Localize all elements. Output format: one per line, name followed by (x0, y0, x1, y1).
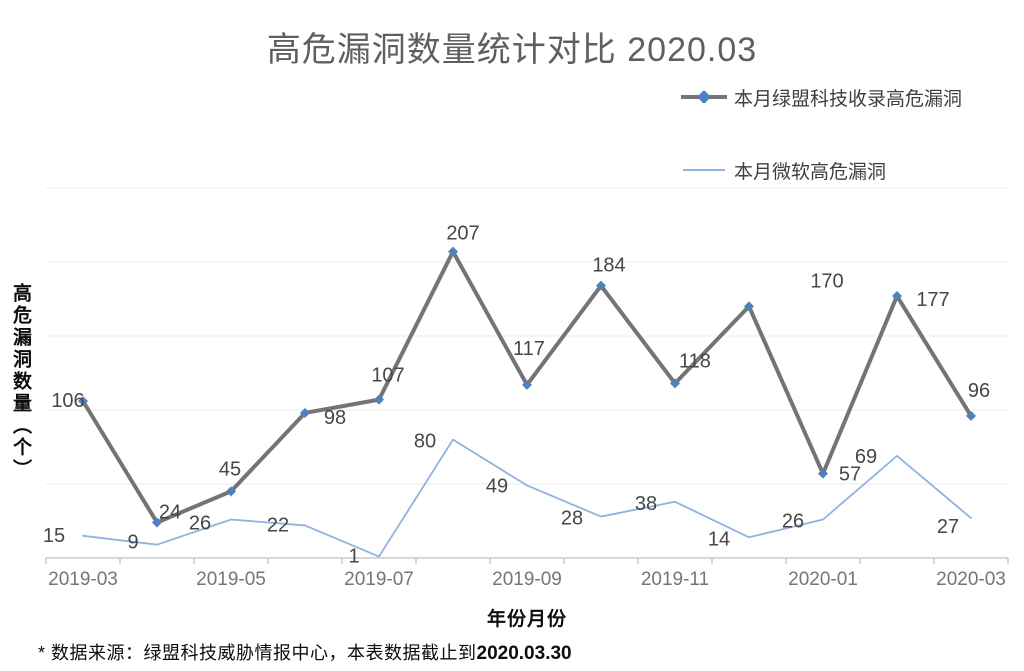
data-label: 57 (839, 464, 861, 486)
microsoft-series-swatch-icon (681, 157, 727, 183)
chart-title: 高危漏洞数量统计对比 2020.03 (266, 31, 758, 69)
data-point-marker-icon (892, 291, 902, 302)
data-label: 107 (371, 365, 404, 387)
data-label: 106 (51, 390, 84, 412)
data-point-marker-icon (226, 486, 236, 497)
data-point-marker-icon (744, 301, 754, 312)
blue-line-icon (683, 169, 725, 171)
x-tick-label: 2019-03 (48, 569, 118, 590)
x-tick-label: 2019-05 (196, 569, 266, 590)
data-point-marker-icon (300, 407, 310, 418)
series-line-microsoft (82, 438, 972, 558)
data-label: 177 (916, 289, 949, 311)
data-label: 15 (43, 525, 65, 547)
nsfocus-series-swatch-icon (681, 84, 727, 110)
data-point-marker-icon (152, 517, 162, 528)
data-point-marker-icon (818, 468, 828, 479)
x-tick-label: 2019-09 (492, 569, 562, 590)
data-label: 38 (635, 493, 657, 515)
x-tick-label: 2020-03 (936, 569, 1006, 590)
data-label: 26 (782, 511, 804, 533)
legend: 本月绿盟科技收录高危漏洞 本月微软高危漏洞 (681, 84, 962, 230)
data-label: 117 (513, 338, 545, 360)
data-point-marker-icon (522, 379, 532, 390)
data-label: 69 (855, 446, 877, 468)
x-axis-title: 年份月份 (486, 609, 567, 630)
data-label: 80 (414, 431, 436, 453)
data-label: 118 (679, 350, 711, 372)
data-label: 170 (810, 270, 843, 292)
data-label: 22 (267, 514, 289, 536)
data-label: 96 (968, 380, 990, 402)
data-label: 24 (159, 501, 181, 523)
data-label: 49 (486, 475, 508, 497)
footnote-date: 2020.03.30 (476, 643, 572, 664)
x-tick-label: 2019-11 (641, 569, 709, 590)
data-point-marker-icon (448, 246, 458, 257)
data-point-marker-icon (670, 378, 680, 389)
data-label: 9 (127, 532, 138, 554)
footnote-text: * 数据来源：绿盟科技威胁情报中心，本表数据截止到 (38, 643, 477, 663)
footnote: * 数据来源：绿盟科技威胁情报中心，本表数据截止到2020.03.30 (38, 639, 572, 665)
data-label: 1 (348, 546, 359, 568)
data-label: 28 (561, 508, 583, 530)
legend-label-nsfocus: 本月绿盟科技收录高危漏洞 (734, 88, 963, 110)
data-point-marker-icon (374, 394, 384, 405)
data-point-marker-icon (966, 410, 976, 421)
x-tick-label: 2019-07 (344, 569, 414, 590)
legend-item-nsfocus: 本月绿盟科技收录高危漏洞 (681, 84, 962, 110)
data-label: 26 (189, 513, 211, 535)
y-axis-title: 高危漏洞数量（个） (10, 283, 31, 481)
data-point-marker-icon (596, 280, 606, 291)
data-label: 45 (219, 458, 241, 480)
data-label: 207 (446, 223, 479, 245)
legend-item-microsoft: 本月微软高危漏洞 (681, 157, 962, 183)
data-label: 184 (592, 255, 625, 277)
legend-label-microsoft: 本月微软高危漏洞 (734, 161, 887, 183)
data-label: 14 (708, 528, 730, 550)
data-label: 27 (937, 516, 959, 538)
data-label: 98 (324, 407, 346, 429)
x-tick-label: 2020-01 (788, 569, 858, 590)
data-point-marker-icon (78, 396, 88, 407)
